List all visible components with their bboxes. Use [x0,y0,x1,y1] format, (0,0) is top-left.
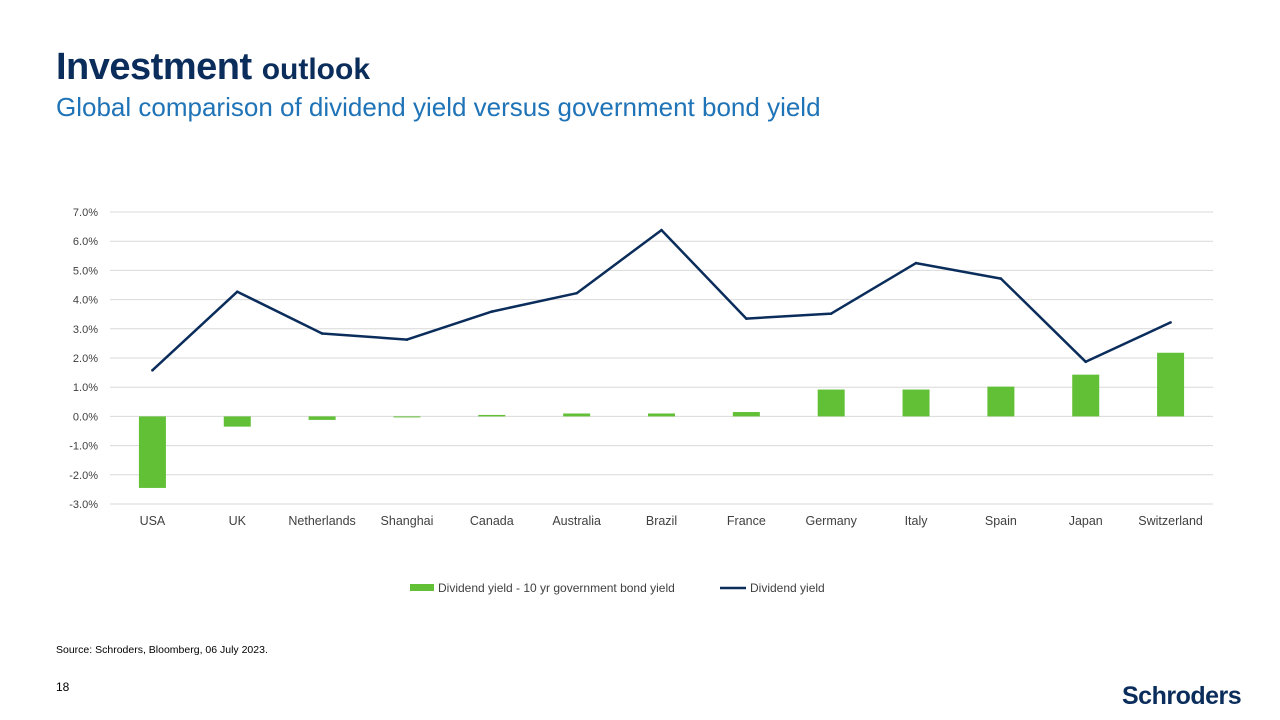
page-number: 18 [56,680,70,694]
x-tick-label: Shanghai [381,514,434,528]
bar-germany [817,389,845,417]
line-series [151,228,1172,372]
legend-line-label: Dividend yield [750,581,825,595]
line-point-shanghai [405,338,409,341]
y-tick-label: 6.0% [73,236,98,248]
source-note: Source: Schroders, Bloomberg, 06 July 20… [56,644,268,656]
line-point-usa [151,368,154,372]
dividend-yield-line [151,228,1172,372]
bar-netherlands [308,416,336,420]
title-rest: outlook [261,53,370,86]
line-point-spain [999,277,1003,280]
x-tick-label: UK [229,514,247,528]
y-tick-label: -1.0% [69,441,98,453]
y-tick-label: 4.0% [73,295,98,307]
x-tick-label: Brazil [646,514,677,528]
line-point-japan [1084,360,1088,364]
bar-usa [138,416,166,488]
bar-japan [1072,374,1100,417]
grid-lines [110,211,1213,505]
y-axis-ticks: 7.0% 6.0% 5.0% 4.0% 3.0% 2.0% 1.0% 0.0% -1.0% -2.… [69,207,98,511]
bar-brazil [648,413,675,417]
y-tick-label: 3.0% [73,324,98,336]
x-tick-label: Netherlands [288,514,355,528]
y-tick-label: -3.0% [69,499,98,511]
y-tick-label: 0.0% [73,411,98,423]
line-point-italy [914,261,918,265]
bar-france [732,412,760,417]
x-tick-label: Italy [905,514,929,528]
line-point-france [745,317,748,320]
bar-spain [987,386,1015,417]
bar-uk [223,416,251,427]
x-tick-label: Japan [1069,514,1103,528]
y-tick-label: 2.0% [73,353,98,365]
schroders-logo: Schroders [1122,682,1242,710]
legend-bar-swatch [410,584,434,591]
x-axis-ticks: USA UK Netherlands Shanghai Canada Australia B… [140,514,1203,528]
bar-shanghai [393,416,421,418]
legend-bar-label: Dividend yield - 10 yr government bond y… [438,581,675,595]
x-tick-label: Spain [985,514,1017,528]
line-point-brazil [660,228,663,232]
bar-australia [563,413,591,417]
line-point-canada [490,310,494,313]
x-tick-label: USA [140,514,166,528]
line-point-australia [575,291,578,295]
page-title: Investment outlook [56,44,370,93]
bar-canada [478,414,506,417]
y-tick-label: 1.0% [73,382,98,394]
x-tick-label: Switzerland [1138,514,1203,528]
line-point-switzerland [1169,321,1172,324]
bar-switzerland [1157,352,1185,417]
x-tick-label: Canada [470,514,514,528]
title-bold: Investment [56,46,252,88]
y-tick-label: -2.0% [69,470,98,482]
bar-series [138,352,1185,488]
line-point-uk [235,290,239,294]
x-tick-label: Germany [805,514,857,528]
x-tick-label: Australia [552,514,601,528]
x-tick-label: France [727,514,766,528]
line-point-netherlands [320,332,324,335]
y-tick-label: 5.0% [73,265,98,277]
page-subtitle: Global comparison of dividend yield vers… [56,92,821,122]
bar-italy [902,389,930,417]
y-tick-label: 7.0% [73,207,98,219]
line-point-germany [829,312,833,315]
chart-legend: Dividend yield - 10 yr government bond y… [410,581,825,595]
